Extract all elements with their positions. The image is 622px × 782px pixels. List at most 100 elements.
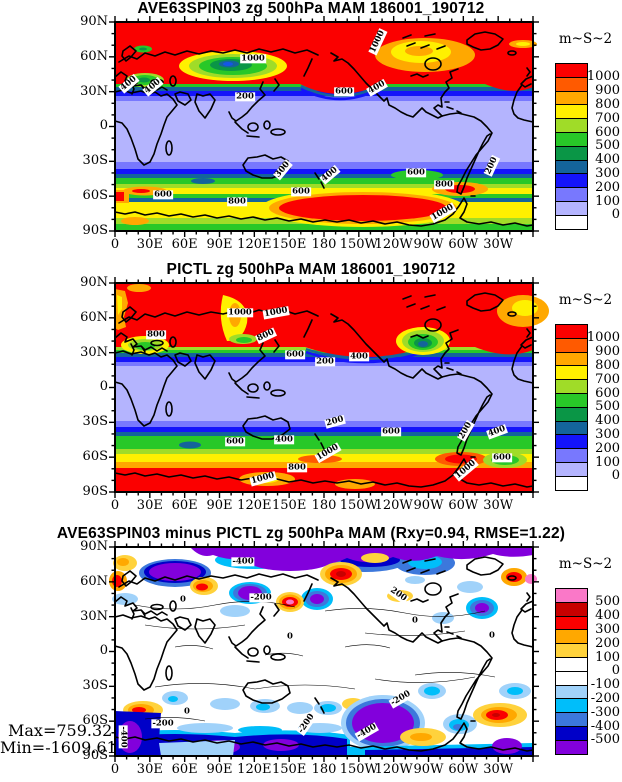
lon-tick-label: 150E <box>272 237 307 252</box>
colorbar-value: -200 <box>590 690 620 706</box>
colorbar-value: 200 <box>595 179 620 195</box>
lat-tick-label: 30N <box>80 608 108 624</box>
lon-tick-label: 150W <box>339 762 378 777</box>
colorbar <box>555 324 588 491</box>
lon-axis: 0 30E 60E 90E 120E 150E 180 150W 120W 90W 60W 30W <box>111 762 533 778</box>
colorbar-value: -400 <box>590 718 620 734</box>
lon-tick-label: 30W <box>483 498 514 513</box>
colorbar-value: 800 <box>595 357 620 373</box>
map-pictl <box>109 277 549 498</box>
map-difference <box>109 541 539 762</box>
colorbar-box <box>555 214 588 230</box>
lat-tick-label: 90S <box>82 483 108 499</box>
min-value-text: Min=-1609.61 <box>0 738 117 757</box>
lat-tick-label: 30N <box>80 344 108 360</box>
lon-tick-label: 0 <box>110 237 120 252</box>
lat-tick-label: 0 <box>99 379 108 395</box>
lat-tick-label: 90N <box>80 539 108 554</box>
panel-ave63spin03: AVE63SPIN03 zg 500hPa MAM 186001_190712 <box>0 0 622 261</box>
lon-tick-label: 150W <box>339 237 378 252</box>
lon-tick-label: 0 <box>110 498 120 513</box>
colorbar-value: 0 <box>611 207 620 223</box>
lon-tick-label: 60E <box>171 762 198 777</box>
panel-title: AVE63SPIN03 minus PICTL zg 500hPa MAM (R… <box>56 525 566 542</box>
colorbar-value: 800 <box>595 96 620 112</box>
colorbar-values: 1000 900 800 700 600 500 400 300 200 100 0 <box>584 324 620 494</box>
colorbar-value: 300 <box>595 426 620 442</box>
lon-tick-label: 150W <box>339 498 378 513</box>
lon-tick-label: 0 <box>110 762 120 777</box>
max-value-text: Max=759.32 <box>8 721 113 740</box>
lon-tick-label: 30E <box>136 498 163 513</box>
lat-tick-label: 60N <box>80 48 108 64</box>
colorbar-value: 600 <box>595 124 620 140</box>
lon-tick-label: 60E <box>171 498 198 513</box>
lon-tick-label: 180 <box>311 498 337 513</box>
colorbar-value: 200 <box>595 635 620 651</box>
colorbar-value: 900 <box>595 83 620 99</box>
lat-tick-label: 30S <box>82 153 108 169</box>
lon-tick-label: 30W <box>483 762 514 777</box>
lat-tick-label: 60S <box>82 188 108 204</box>
lat-tick-label: 90N <box>80 14 108 29</box>
colorbar-box <box>555 475 588 491</box>
colorbar-value: -100 <box>590 677 620 693</box>
panel-difference: AVE63SPIN03 minus PICTL zg 500hPa MAM (R… <box>0 525 622 782</box>
panel-pictl: PICTL zg 500hPa MAM 186001_190712 <box>0 261 622 522</box>
panel-title: AVE63SPIN03 zg 500hPa MAM 186001_190712 <box>137 0 485 17</box>
lon-tick-label: 120W <box>374 237 413 252</box>
colorbar-value: 100 <box>595 649 620 665</box>
lat-tick-label: 60S <box>82 713 108 729</box>
lon-tick-label: 30E <box>136 762 163 777</box>
lon-tick-label: 120E <box>237 498 272 513</box>
lat-tick-label: 30N <box>80 83 108 99</box>
colorbar-value: 0 <box>611 468 620 484</box>
axis-ticks <box>109 277 539 498</box>
lon-tick-label: 120E <box>237 237 272 252</box>
lon-axis: 0 30E 60E 90E 120E 150E 180 150W 120W 90W 60W 30W <box>111 237 533 253</box>
lat-tick-label: 90S <box>82 222 108 238</box>
lat-tick-label: 60S <box>82 449 108 465</box>
colorbar-value: 400 <box>595 413 620 429</box>
colorbar-value: 1000 <box>586 330 620 346</box>
colorbar-value: 100 <box>595 454 620 470</box>
colorbar-value: 300 <box>595 621 620 637</box>
lon-axis: 0 30E 60E 90E 120E 150E 180 150W 120W 90W 60W 30W <box>111 498 533 514</box>
lat-tick-label: 30S <box>82 678 108 694</box>
colorbar-value: 1000 <box>586 69 620 85</box>
lon-tick-label: 90E <box>206 498 233 513</box>
colorbar <box>555 63 588 230</box>
lat-tick-label: 30S <box>82 414 108 430</box>
lon-tick-label: 120W <box>374 762 413 777</box>
lat-tick-label: 60N <box>80 573 108 589</box>
lon-tick-label: 120E <box>237 762 272 777</box>
colorbar-value: 200 <box>595 440 620 456</box>
colorbar-box <box>555 739 588 755</box>
colorbar-value: 600 <box>595 385 620 401</box>
lon-tick-label: 60W <box>448 498 479 513</box>
filled-contours <box>109 547 537 756</box>
colorbar-unit: m~S~2 <box>558 292 613 308</box>
colorbar-value: 700 <box>595 371 620 387</box>
lon-tick-label: 60W <box>448 237 479 252</box>
colorbar-values: 1000 900 800 700 600 500 400 300 200 100 0 <box>584 63 620 233</box>
lon-tick-label: 150E <box>272 498 307 513</box>
lon-tick-label: 150E <box>272 762 307 777</box>
lon-tick-label: 30E <box>136 237 163 252</box>
lat-tick-label: 90S <box>82 747 108 763</box>
lon-tick-label: 60E <box>171 237 198 252</box>
lon-tick-label: 120W <box>374 498 413 513</box>
colorbar-value: 100 <box>595 193 620 209</box>
colorbar-value: 500 <box>595 594 620 610</box>
lon-tick-label: 60W <box>448 762 479 777</box>
coastlines <box>114 556 534 752</box>
colorbar-value: 900 <box>595 344 620 360</box>
colorbar-value: -500 <box>590 732 620 748</box>
lat-tick-label: 90N <box>80 275 108 290</box>
colorbar-value: 500 <box>595 399 620 415</box>
colorbar-value: 700 <box>595 110 620 126</box>
colorbar-value: 500 <box>595 138 620 154</box>
map-ave63spin03 <box>109 16 539 237</box>
lat-axis: 90N 60N 30N 0 30S 60S 90S <box>50 276 108 499</box>
